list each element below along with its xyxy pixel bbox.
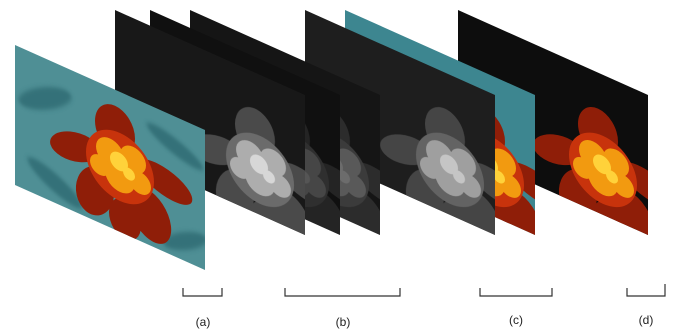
bracket-c xyxy=(479,288,553,297)
layer-b-gray xyxy=(305,10,495,235)
label-b: (b) xyxy=(336,315,351,329)
bracket-d xyxy=(626,284,666,297)
label-c: (c) xyxy=(509,313,523,327)
bracket-a xyxy=(182,288,223,297)
original-image xyxy=(15,45,205,270)
bracket-b xyxy=(284,288,401,297)
layer-d xyxy=(458,10,648,235)
label-a: (a) xyxy=(196,315,211,329)
layer-a-gray xyxy=(115,10,305,235)
label-d: (d) xyxy=(639,313,654,327)
